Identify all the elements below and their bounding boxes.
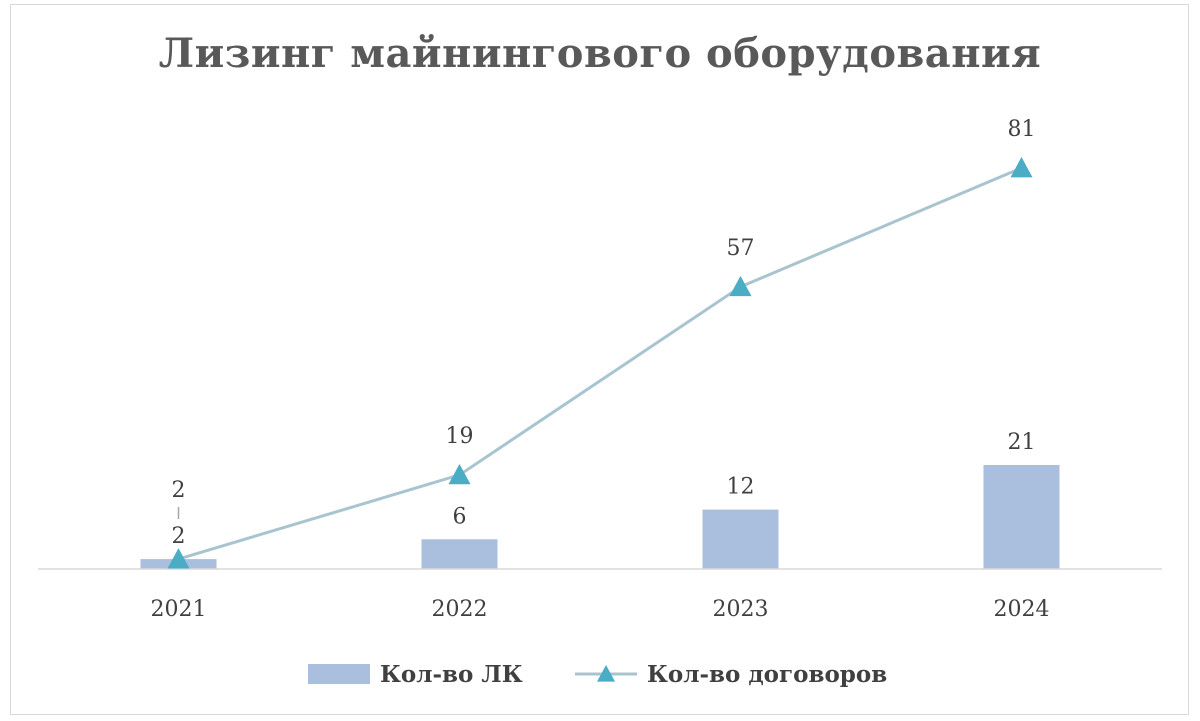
legend: Кол-во ЛК Кол-во договоров (308, 661, 887, 688)
line-marker-2023 (729, 275, 752, 297)
bar-label-2021: 2 (172, 524, 186, 549)
line-layer (167, 157, 1033, 569)
x-tick-2024: 2024 (994, 597, 1050, 622)
chart-area (10, 4, 1189, 715)
labels-layer: 2 6 12 21 2 19 57 81 (172, 117, 1036, 549)
line-marker-2022 (448, 463, 471, 485)
chart-title: Лизинг майнингового оборудования (158, 30, 1042, 77)
legend-bar-swatch (308, 664, 370, 684)
bar-2023 (702, 509, 779, 569)
line-label-2023: 57 (727, 236, 755, 261)
bars-layer (140, 465, 1060, 569)
legend-label-lk: Кол-во ЛК (380, 661, 523, 688)
line-label-2022: 19 (446, 424, 474, 449)
bar-label-2024: 21 (1008, 430, 1036, 455)
bar-2022 (421, 539, 498, 569)
legend-triangle-icon (597, 665, 615, 682)
bar-label-2022: 6 (453, 504, 467, 529)
x-tick-labels: 2021 2022 2023 2024 (151, 597, 1050, 622)
x-tick-2021: 2021 (151, 597, 207, 622)
line-label-2021: 2 (172, 478, 186, 503)
line-marker-2024 (1010, 157, 1033, 178)
bar-label-2023: 12 (727, 475, 755, 500)
bar-2024 (983, 465, 1060, 569)
line-marker-2021 (167, 548, 190, 569)
line-series-contracts (178, 166, 1023, 561)
legend-label-contracts: Кол-во договоров (647, 661, 887, 688)
x-tick-2022: 2022 (432, 597, 488, 622)
line-label-2024: 81 (1008, 117, 1036, 142)
x-tick-2023: 2023 (713, 597, 769, 622)
